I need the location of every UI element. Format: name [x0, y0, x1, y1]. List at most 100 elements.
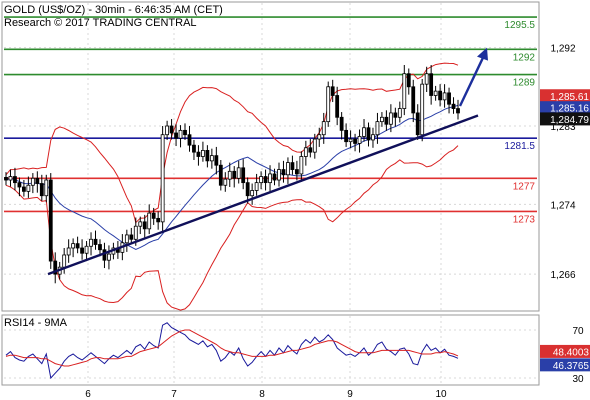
support-trendline [47, 114, 479, 276]
candle-body [330, 86, 335, 96]
candle-body [371, 134, 375, 141]
candle [4, 172, 8, 186]
candle-body [160, 134, 165, 223]
candle-body [344, 129, 349, 143]
level-label: 1277 [513, 181, 536, 192]
candle [420, 78, 425, 142]
rsi-tag-label: 46.3765 [553, 361, 590, 372]
candle-body [406, 73, 411, 88]
candle-body [348, 138, 353, 143]
candle [151, 207, 156, 225]
candle [156, 211, 161, 230]
candle-body [326, 86, 331, 123]
candle [196, 145, 201, 166]
candle [66, 239, 71, 263]
candle-body [415, 112, 420, 136]
candle-body [290, 162, 295, 170]
candle-body [178, 129, 183, 139]
level-label: 1273 [513, 214, 536, 225]
candle [98, 239, 102, 257]
candle-body [339, 116, 344, 131]
candle-body [133, 225, 138, 240]
candle [259, 171, 263, 190]
candle-body [48, 179, 53, 262]
trend-overlays [47, 47, 488, 276]
price-tag-bg [540, 101, 590, 115]
candle [53, 252, 58, 284]
candle [129, 227, 134, 245]
candle [192, 139, 196, 160]
candle [39, 174, 44, 201]
rsi-line [5, 322, 459, 380]
candle-body [357, 136, 362, 144]
candle [227, 162, 232, 187]
candle-body [66, 247, 71, 256]
candle-body [142, 221, 147, 230]
candle [62, 248, 67, 274]
chart-title: GOLD (US$/OZ) - 30min - 6:46:35 AM (CET) [4, 4, 223, 16]
candle [456, 99, 460, 120]
price-tick-label: 1,266 [550, 270, 575, 281]
rsi-tag-bg [540, 358, 590, 372]
candle [294, 160, 299, 181]
candle [205, 145, 210, 168]
candle [312, 133, 317, 159]
candle [187, 126, 192, 152]
candle-body [71, 243, 76, 249]
candle-body [366, 127, 371, 141]
candle-body [26, 184, 31, 192]
candle [223, 172, 228, 192]
price-tag-bg [540, 112, 590, 126]
indicator-lines [5, 62, 459, 311]
candle [388, 104, 393, 133]
candle-body [241, 167, 246, 184]
candle [165, 120, 170, 140]
candle-body [107, 253, 111, 261]
candle-body [375, 121, 380, 136]
candle-body [312, 138, 317, 153]
x-tick-label: 6 [85, 389, 91, 400]
candle [402, 65, 407, 116]
candle [393, 107, 398, 127]
candle-body [411, 86, 416, 114]
candle-body [429, 73, 434, 96]
candle [411, 79, 416, 123]
candle-body [447, 92, 451, 105]
candle-body [196, 151, 201, 157]
candle [286, 157, 290, 184]
rsi-pane-frame [1, 314, 540, 386]
candle-body [227, 170, 232, 180]
price-tick-label: 1,283 [550, 122, 575, 133]
candle-body [4, 177, 8, 181]
candle-body [218, 164, 223, 186]
candle-body [75, 243, 80, 249]
candle-body [39, 183, 44, 197]
moving-average-line [5, 104, 459, 250]
candle-body [420, 83, 425, 136]
candle [250, 183, 255, 205]
candle [321, 112, 326, 144]
bollinger-lower-line [5, 145, 459, 311]
x-tick-label: 9 [347, 389, 353, 400]
candle-body [192, 144, 196, 153]
candle-body [209, 155, 214, 162]
candle-body [124, 234, 129, 244]
candle-body [335, 95, 340, 118]
candle-body [438, 90, 442, 101]
candle-body [93, 238, 98, 245]
candle [415, 104, 420, 140]
candle-body [35, 177, 40, 184]
candle [424, 66, 429, 93]
candle-body [53, 260, 58, 275]
candle-body [268, 173, 272, 184]
candle-body [44, 179, 49, 197]
candle [371, 127, 375, 148]
candle-body [321, 121, 326, 136]
candle [48, 173, 53, 269]
candle [80, 239, 84, 260]
candle-body [362, 127, 366, 137]
candle-body [277, 169, 281, 181]
candle-body [424, 73, 429, 85]
